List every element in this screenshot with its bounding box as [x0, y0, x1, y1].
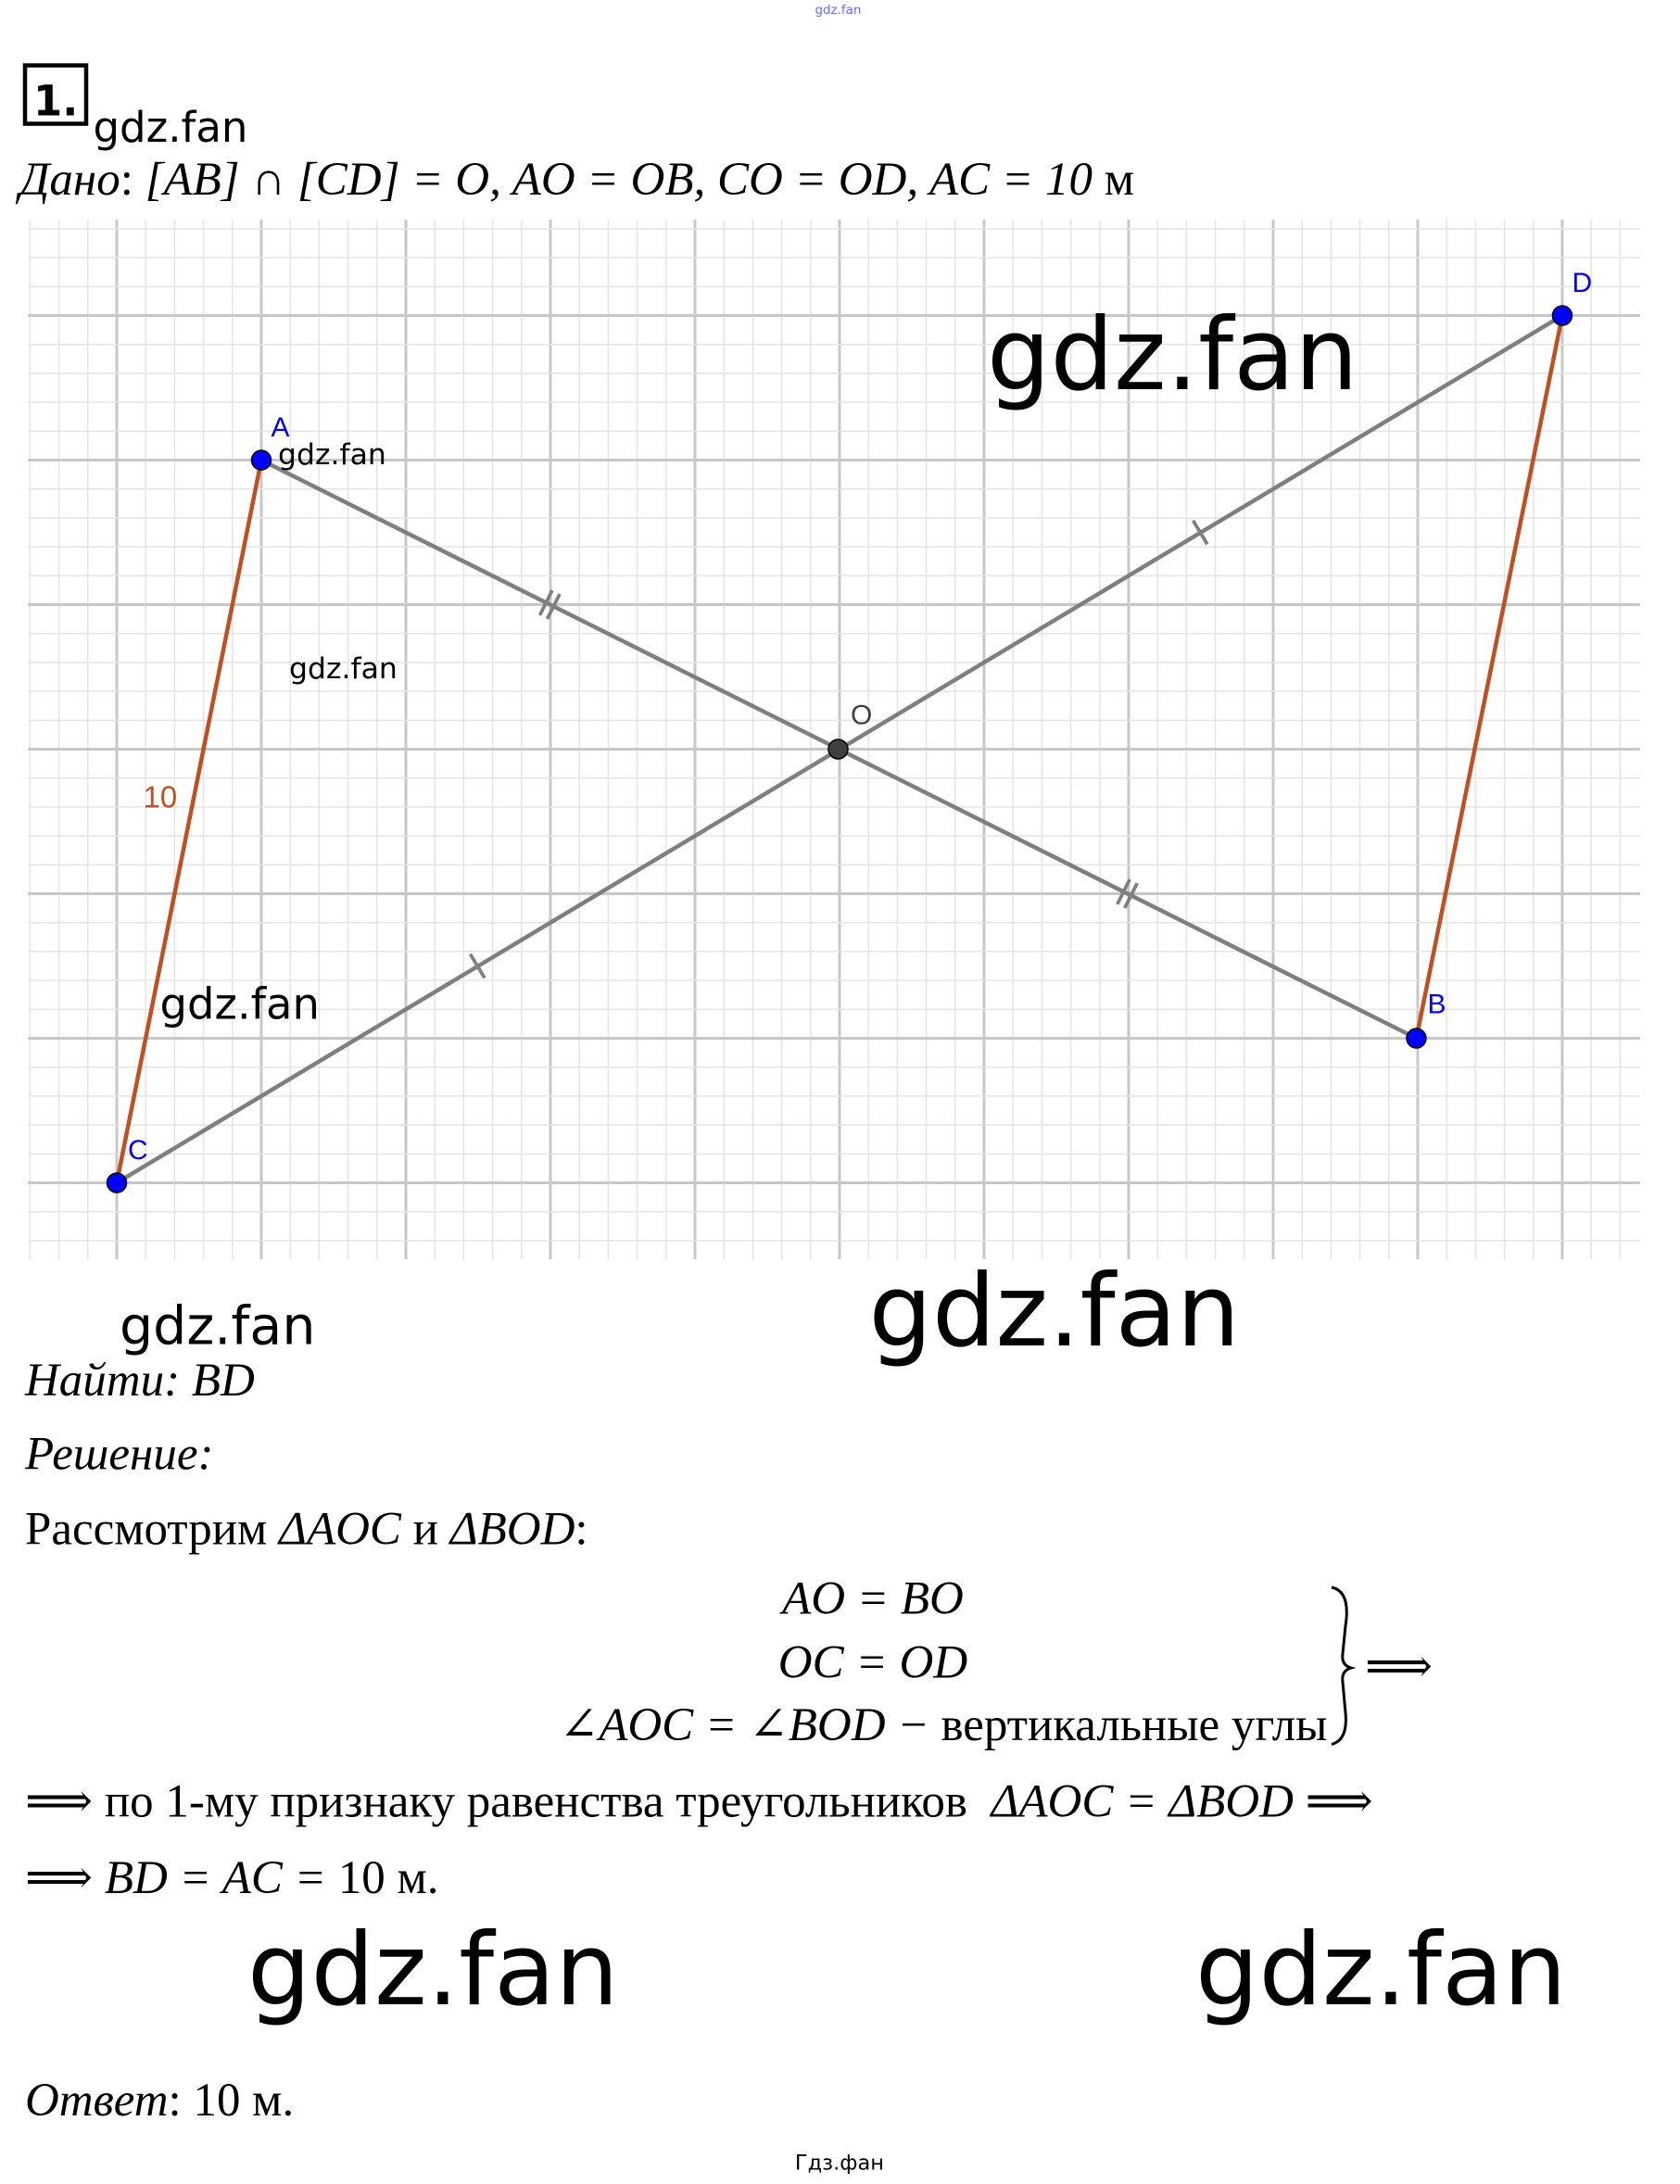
- geometry-figure: A B C D O 10: [27, 220, 1640, 1260]
- label-ac-length: 10: [143, 780, 177, 814]
- given-unit: м: [1093, 154, 1134, 206]
- label-b: B: [1427, 990, 1446, 1020]
- label-o: O: [851, 701, 872, 731]
- system-line-1: AO = BO: [779, 1573, 964, 1625]
- system-implies: ⟹: [1365, 1641, 1433, 1693]
- watermark-header: gdz.fan: [93, 103, 247, 152]
- solution-label: Решение: [24, 1429, 197, 1481]
- answer-label: Ответ: [25, 2075, 169, 2127]
- equality-tick: [468, 953, 486, 979]
- system-brace: [1331, 1585, 1357, 1746]
- top-watermark: gdz.fan: [815, 3, 861, 18]
- equality-tick: [545, 593, 562, 620]
- task-number: 1.: [33, 77, 78, 126]
- given-formula: [AB] ∩ [CD] = O, AO = OB, CO = OD, AC = …: [145, 154, 1093, 206]
- given-line: Дано: [AB] ∩ [CD] = O, AO = OB, CO = OD,…: [16, 154, 1134, 206]
- answer-value: 10 м.: [193, 2075, 294, 2127]
- grid: [27, 220, 1640, 1260]
- watermark-near-a: gdz.fan: [278, 438, 386, 472]
- watermark-below-big: gdz.fan: [868, 1254, 1240, 1370]
- point-a[interactable]: [250, 449, 272, 471]
- equality-tick: [1116, 878, 1131, 905]
- given-label: Дано: [16, 154, 120, 206]
- point-b[interactable]: [1406, 1028, 1427, 1049]
- label-d: D: [1572, 268, 1592, 298]
- label-a: A: [271, 412, 289, 443]
- segment-ac: [114, 460, 264, 1183]
- equality-tick: [1123, 882, 1139, 909]
- find-value: BD: [192, 1355, 255, 1407]
- watermark-bottom-right: gdz.fan: [1195, 1913, 1567, 2028]
- consider-line: Рассмотрим ΔAOC и ΔBOD:: [25, 1504, 588, 1556]
- point-o[interactable]: [827, 739, 849, 760]
- task-number-box: [22, 63, 89, 126]
- find-line: Найти: BD: [24, 1355, 255, 1407]
- answer-line: Ответ: 10 м.: [25, 2075, 294, 2127]
- segment-bd: [1414, 315, 1565, 1039]
- point-c[interactable]: [106, 1172, 128, 1193]
- system-line-2: OC = OD: [778, 1637, 968, 1689]
- solution-label-line: Решение:: [24, 1429, 213, 1481]
- conclusion-line-2: ⟹ BD = AC = 10 м.: [25, 1852, 439, 1904]
- equality-tick: [1191, 519, 1209, 546]
- label-c: C: [128, 1135, 148, 1166]
- watermark-bottom-left: gdz.fan: [247, 1913, 619, 2028]
- equality-ticks: [468, 519, 1209, 979]
- conclusion-line-1: ⟹ по 1-му признаку равенства треугольник…: [25, 1776, 1373, 1828]
- point-d[interactable]: [1551, 305, 1573, 326]
- watermark-left-lower: gdz.fan: [159, 979, 320, 1029]
- find-label: Найти: [24, 1355, 164, 1407]
- system-of-equalities: AO = BO OC = OD ∠AOC = ∠BOD − вертикальн…: [559, 1573, 1433, 1751]
- equality-tick: [537, 589, 554, 616]
- watermark-below-left: gdz.fan: [120, 1296, 315, 1357]
- watermark-big-top-right: gdz.fan: [987, 297, 1358, 413]
- system-line-3: ∠AOC = ∠BOD − вертикальные углы: [559, 1699, 1327, 1751]
- footer-watermark: Гдз.фан: [795, 2151, 884, 2175]
- watermark-mid-left: gdz.fan: [289, 652, 398, 686]
